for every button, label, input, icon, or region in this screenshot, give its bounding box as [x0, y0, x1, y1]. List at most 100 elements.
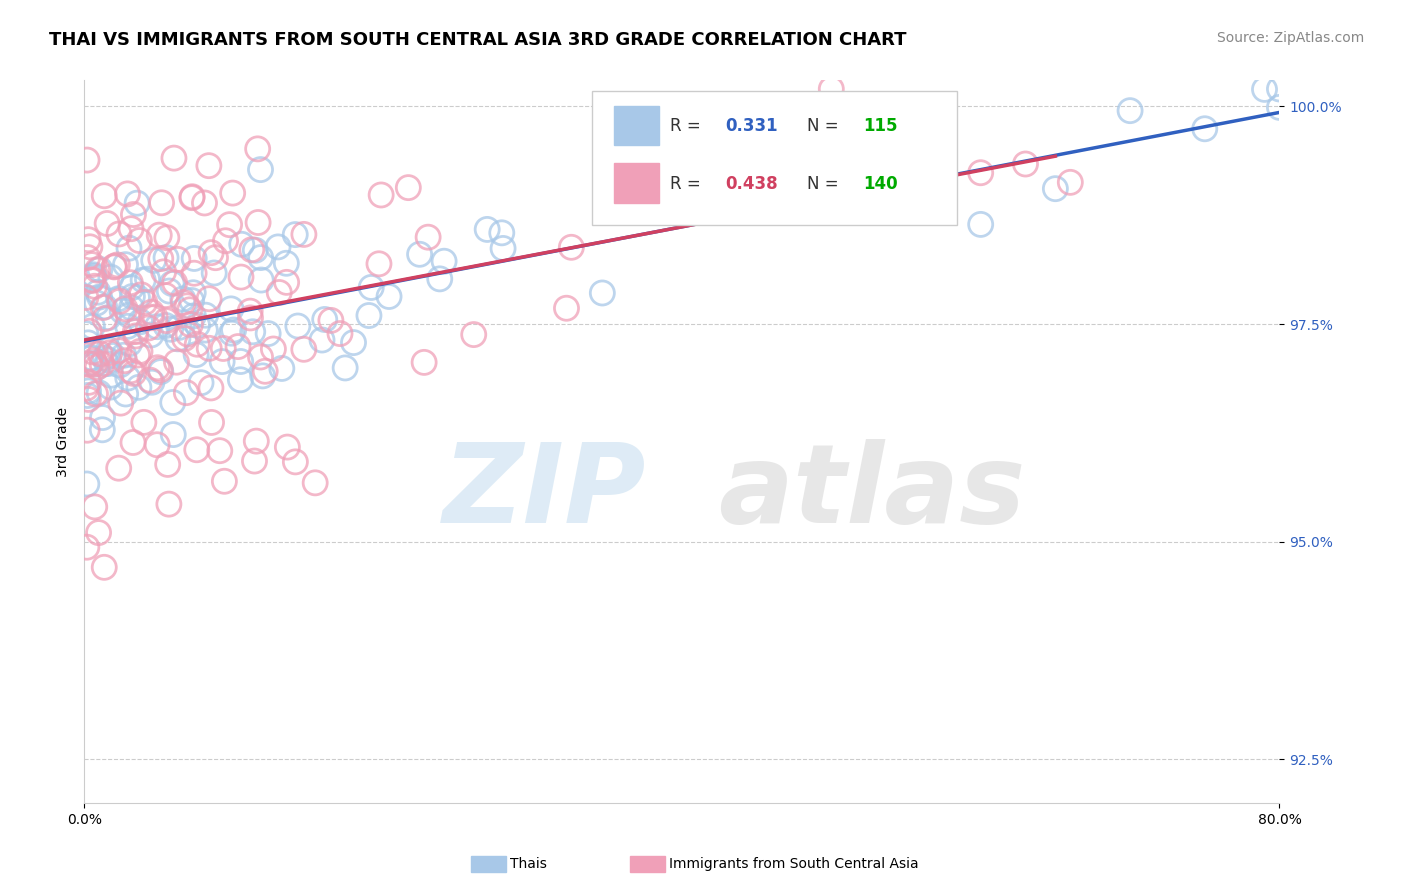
Point: [84, 357, 107, 371]
Point: [221, 326, 243, 341]
Point: [166, 252, 188, 267]
Point: [107, 461, 129, 475]
Point: [716, 126, 738, 140]
Point: [276, 276, 298, 290]
Point: [329, 326, 352, 341]
Point: [269, 285, 291, 300]
Point: [173, 332, 195, 346]
Point: [134, 295, 156, 310]
Point: [83, 268, 105, 282]
Point: [252, 368, 274, 383]
Point: [114, 353, 136, 368]
Point: [117, 186, 139, 201]
Point: [107, 292, 129, 306]
Point: [229, 354, 252, 368]
Point: [894, 173, 917, 187]
Point: [77, 324, 100, 338]
Point: [287, 318, 309, 333]
Point: [80, 273, 103, 287]
Point: [179, 302, 201, 317]
Point: [114, 301, 136, 316]
Point: [242, 325, 264, 339]
Point: [292, 343, 315, 357]
Point: [200, 416, 222, 430]
Point: [118, 308, 141, 322]
Text: 0.438: 0.438: [725, 175, 778, 193]
Point: [122, 208, 145, 222]
Point: [149, 365, 172, 379]
Point: [1014, 157, 1036, 171]
Point: [270, 361, 292, 376]
Point: [120, 364, 142, 378]
Point: [75, 326, 97, 341]
Point: [120, 301, 142, 315]
Point: [97, 353, 120, 368]
Point: [219, 301, 242, 316]
Point: [96, 217, 118, 231]
Point: [202, 266, 225, 280]
Point: [77, 233, 100, 247]
Point: [198, 159, 221, 173]
Point: [148, 228, 170, 243]
Point: [141, 376, 163, 390]
Point: [117, 371, 139, 385]
Point: [378, 289, 401, 303]
Point: [138, 321, 160, 335]
Point: [172, 292, 194, 306]
Point: [249, 251, 271, 265]
Point: [167, 332, 190, 346]
Point: [91, 410, 114, 425]
Text: N =: N =: [807, 175, 844, 193]
Point: [132, 416, 155, 430]
Point: [132, 273, 155, 287]
Point: [111, 304, 134, 318]
Point: [160, 277, 183, 291]
Point: [820, 82, 842, 96]
Point: [76, 251, 98, 265]
Point: [93, 300, 115, 314]
Point: [183, 252, 205, 266]
Point: [110, 396, 132, 410]
Point: [87, 285, 110, 300]
Point: [93, 560, 115, 574]
Point: [193, 196, 215, 211]
Point: [167, 320, 190, 334]
Point: [194, 323, 217, 337]
Point: [177, 327, 200, 342]
Point: [311, 333, 333, 347]
Point: [141, 310, 163, 325]
Point: [761, 204, 783, 219]
Point: [149, 362, 172, 376]
Point: [127, 290, 149, 304]
Point: [76, 540, 98, 554]
Point: [94, 311, 117, 326]
Point: [477, 222, 499, 236]
Point: [91, 357, 114, 371]
Point: [77, 392, 100, 407]
Point: [108, 227, 131, 241]
Text: ZIP: ZIP: [443, 439, 647, 546]
Point: [179, 318, 201, 332]
Point: [79, 351, 101, 366]
Point: [183, 266, 205, 280]
Point: [76, 477, 98, 491]
Point: [163, 276, 186, 290]
Point: [98, 346, 121, 360]
Point: [292, 227, 315, 242]
Point: [129, 288, 152, 302]
Text: 115: 115: [863, 117, 898, 135]
Point: [105, 258, 128, 272]
Point: [1059, 175, 1081, 189]
Point: [190, 376, 212, 390]
Point: [222, 323, 245, 337]
Point: [198, 341, 221, 355]
Point: [204, 251, 226, 265]
Point: [80, 351, 103, 365]
Point: [150, 195, 173, 210]
Text: 0.331: 0.331: [725, 117, 778, 135]
Point: [101, 349, 124, 363]
Text: THAI VS IMMIGRANTS FROM SOUTH CENTRAL ASIA 3RD GRADE CORRELATION CHART: THAI VS IMMIGRANTS FROM SOUTH CENTRAL AS…: [49, 31, 907, 49]
Point: [243, 454, 266, 468]
Point: [96, 357, 118, 371]
Point: [218, 218, 240, 232]
